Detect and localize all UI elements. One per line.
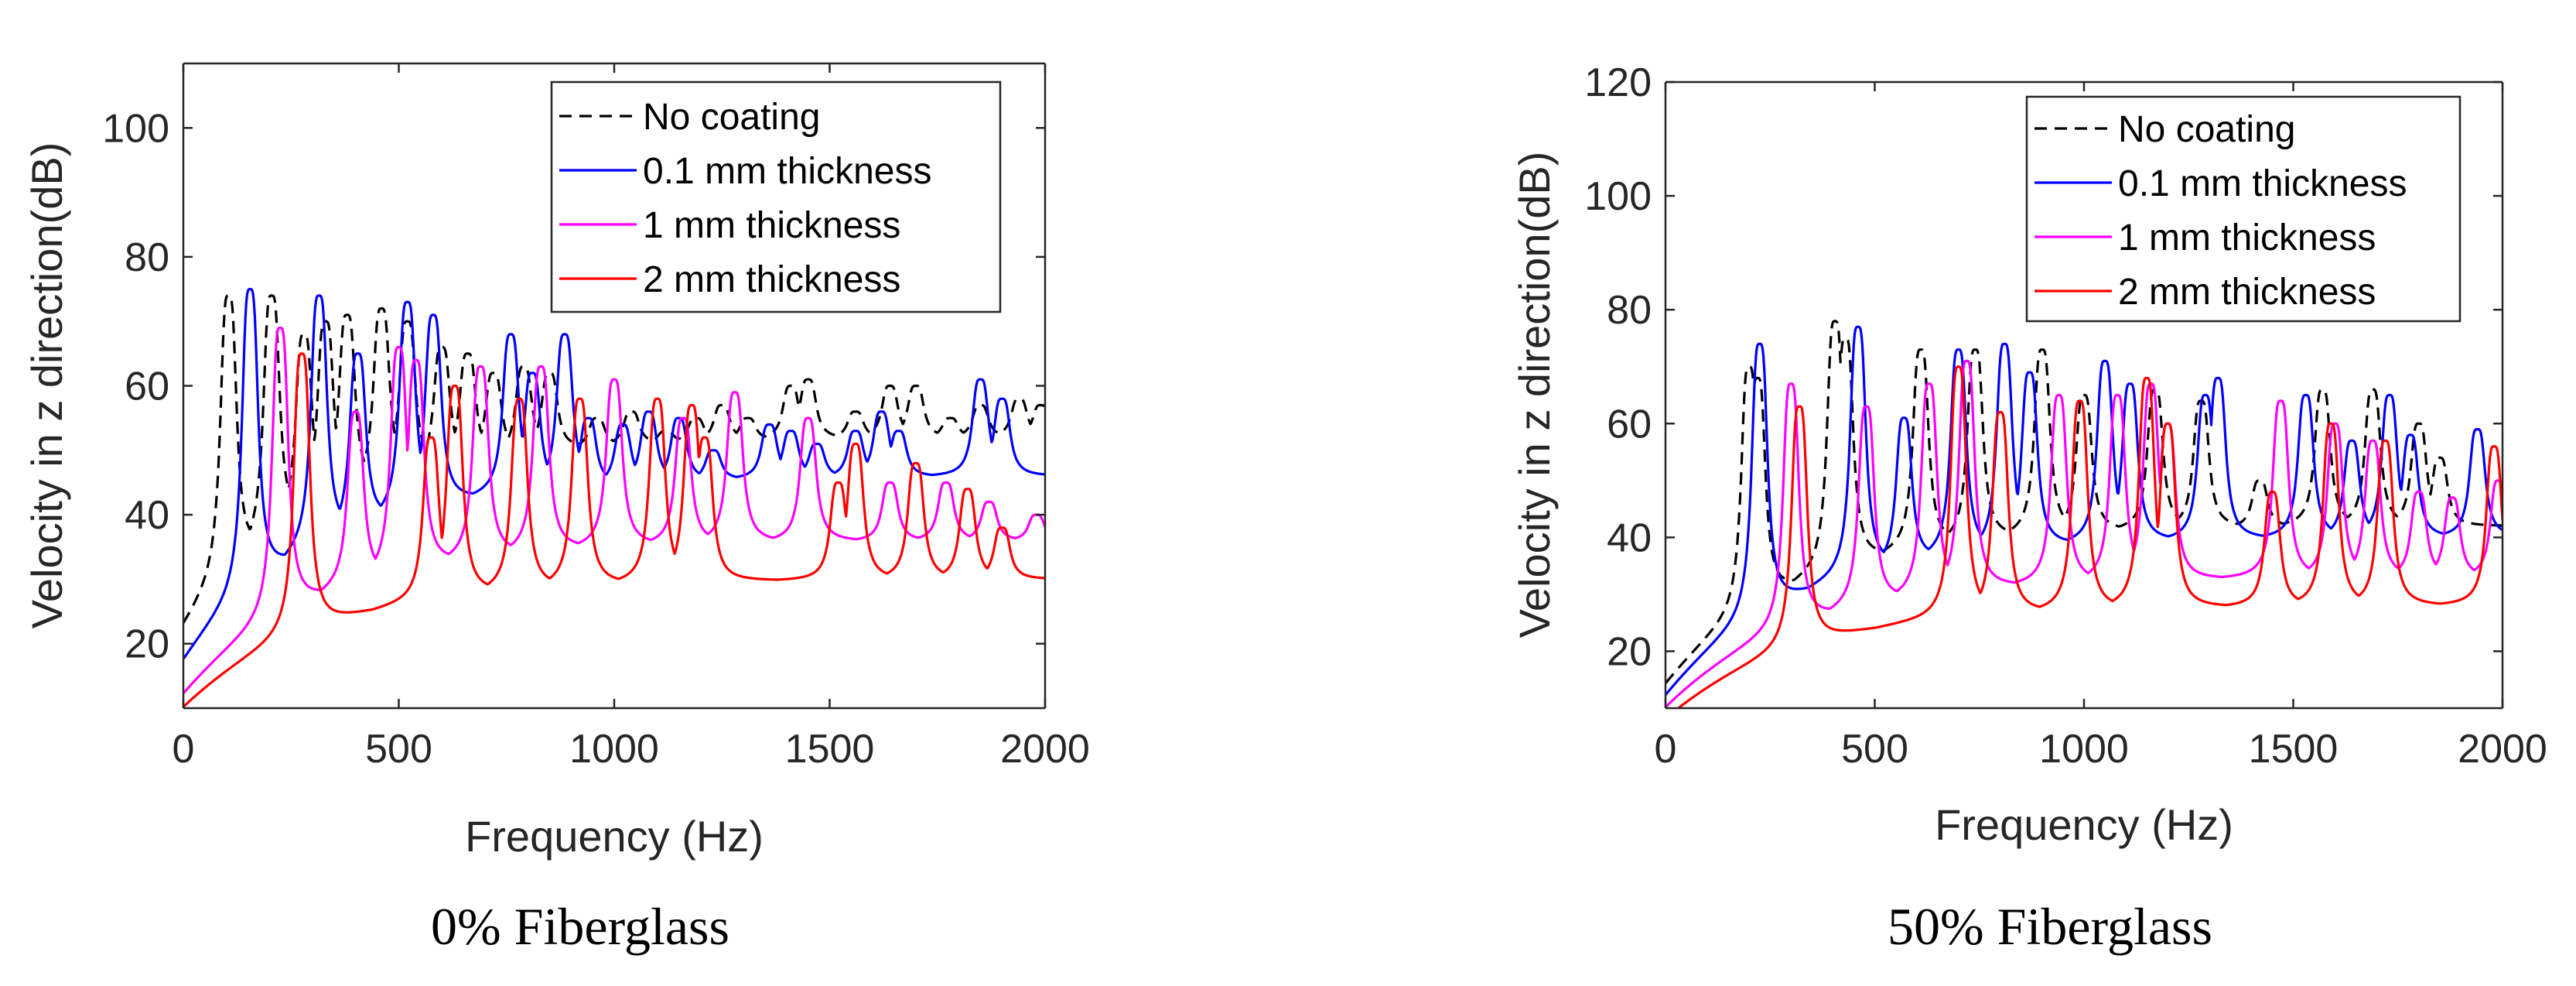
- series-line-1-mm-thickness: [1666, 359, 2503, 708]
- legend-entry-label: No coating: [643, 97, 820, 138]
- series-layer: [183, 288, 1045, 708]
- legend-entry-label: 2 mm thickness: [2118, 272, 2376, 313]
- legend-entry-label: 1 mm thickness: [2118, 217, 2376, 258]
- y-tick-label: 60: [1607, 402, 1652, 447]
- y-tick-label: 120: [1584, 60, 1652, 105]
- legend-box: [2025, 95, 2462, 323]
- x-tick-label: 1000: [569, 727, 659, 772]
- x-tick-label: 1500: [2249, 727, 2339, 772]
- legend: No coating 0.1 mm thickness 1 mm thickness…: [2025, 95, 2462, 323]
- series-line-0-1-mm-thickness: [183, 288, 1045, 660]
- y-tick-label: 80: [125, 235, 169, 280]
- y-tick-label: 100: [102, 106, 169, 151]
- x-tick-label: 500: [365, 727, 432, 772]
- series-line-2-mm-thickness: [1676, 365, 2503, 708]
- series-line-2-mm-thickness: [183, 352, 1045, 708]
- legend-box: [550, 80, 1002, 313]
- chart-caption: 0% Fiberglass: [431, 897, 729, 956]
- legend-entry-label: 0.1 mm thickness: [643, 151, 931, 192]
- y-axis-label: Velocity in z direction(dB): [1510, 152, 1559, 639]
- series-line-1-mm-thickness: [183, 326, 1045, 694]
- x-tick-label: 2000: [2458, 727, 2547, 772]
- legend-entry-label: 1 mm thickness: [643, 205, 900, 246]
- y-tick-label: 80: [1607, 288, 1652, 333]
- x-axis-label: Frequency (Hz): [1935, 800, 2233, 849]
- x-tick-label: 0: [1655, 727, 1677, 772]
- y-tick-label: 40: [1607, 515, 1652, 560]
- chart-caption: 50% Fiberglass: [1888, 897, 2212, 956]
- x-tick-label: 500: [1841, 727, 1908, 772]
- legend-entry-label: 2 mm thickness: [643, 259, 900, 300]
- chart-0pct-fiberglass: 0 500 1000 1500 2000 20 40 60 80 100 Frequency (H…: [22, 62, 1090, 956]
- chart-50pct-fiberglass: 0 500 1000 1500 2000 20 40 60 80 100 120 Frequency…: [1510, 60, 2547, 956]
- legend-entry-label: 0.1 mm thickness: [2118, 163, 2407, 204]
- series-line-no-coating: [1666, 320, 2503, 684]
- legend: No coating 0.1 mm thickness 1 mm thickness…: [550, 80, 1002, 313]
- ticks-layer: 0 500 1000 1500 2000 20 40 60 80 100: [102, 63, 1090, 772]
- x-tick-label: 1500: [785, 727, 875, 772]
- x-tick-label: 0: [173, 727, 195, 772]
- y-tick-label: 20: [125, 622, 169, 667]
- ticks-layer: 0 500 1000 1500 2000 20 40 60 80 100 120: [1584, 60, 2547, 772]
- y-tick-label: 100: [1584, 174, 1652, 219]
- y-axis-label: Velocity in z direction(dB): [22, 142, 71, 629]
- series-layer: [1666, 320, 2503, 708]
- y-tick-label: 40: [125, 493, 169, 538]
- x-tick-label: 2000: [1000, 727, 1090, 772]
- y-tick-label: 20: [1607, 629, 1652, 674]
- series-line-0-1-mm-thickness: [1666, 325, 2503, 697]
- x-tick-label: 1000: [2039, 727, 2129, 772]
- x-axis-label: Frequency (Hz): [465, 812, 764, 861]
- y-tick-label: 60: [125, 365, 169, 409]
- legend-entry-label: No coating: [2118, 109, 2295, 150]
- series-line-no-coating: [183, 294, 1045, 624]
